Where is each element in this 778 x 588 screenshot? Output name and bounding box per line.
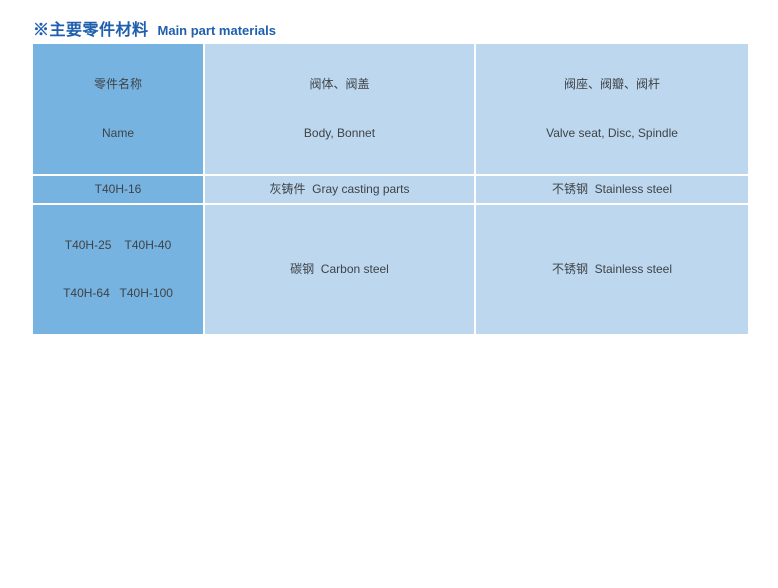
cell-body-bonnet-material: 灰铸件 Gray casting parts [203,173,476,205]
header-name-zh: 零件名称 [93,77,142,92]
header-body-bonnet-zh: 阀体、阀盖 [309,77,370,92]
cell-model-name-line2: T40H-64 T40H-100 [63,286,173,301]
header-name-en: Name [101,125,134,140]
cell-body-bonnet-material: 碳钢 Carbon steel [203,202,476,336]
header-name: 零件名称 Name [31,42,205,176]
cell-model-name: T40H-25 T40H-40 T40H-64 T40H-100 [31,202,205,336]
page-title-zh: ※主要零件材料 [33,22,149,39]
page-title-en: Main part materials [157,23,277,38]
page-title: ※主要零件材料 Main part materials [33,16,276,40]
cell-seat-disc-spindle-material: 不锈钢 Stainless steel [474,202,750,336]
table-header-row: 零件名称 Name 阀体、阀盖 Body, Bonnet 阀座、阀瓣、阀杆 Va… [31,42,750,176]
materials-table: 零件名称 Name 阀体、阀盖 Body, Bonnet 阀座、阀瓣、阀杆 Va… [31,42,750,336]
table-row: T40H-16 灰铸件 Gray casting parts 不锈钢 Stain… [31,173,750,205]
header-body-bonnet: 阀体、阀盖 Body, Bonnet [203,42,476,176]
header-body-bonnet-en: Body, Bonnet [303,125,376,140]
header-seat-disc-spindle: 阀座、阀瓣、阀杆 Valve seat, Disc, Spindle [474,42,750,176]
table-row: T40H-25 T40H-40 T40H-64 T40H-100 碳钢 Carb… [31,202,750,336]
cell-model-name: T40H-16 [31,173,205,205]
cell-model-name-line1: T40H-25 T40H-40 [64,237,172,252]
header-seat-disc-spindle-zh: 阀座、阀瓣、阀杆 [563,77,660,92]
header-seat-disc-spindle-en: Valve seat, Disc, Spindle [546,125,678,140]
cell-seat-disc-spindle-material: 不锈钢 Stainless steel [474,173,750,205]
